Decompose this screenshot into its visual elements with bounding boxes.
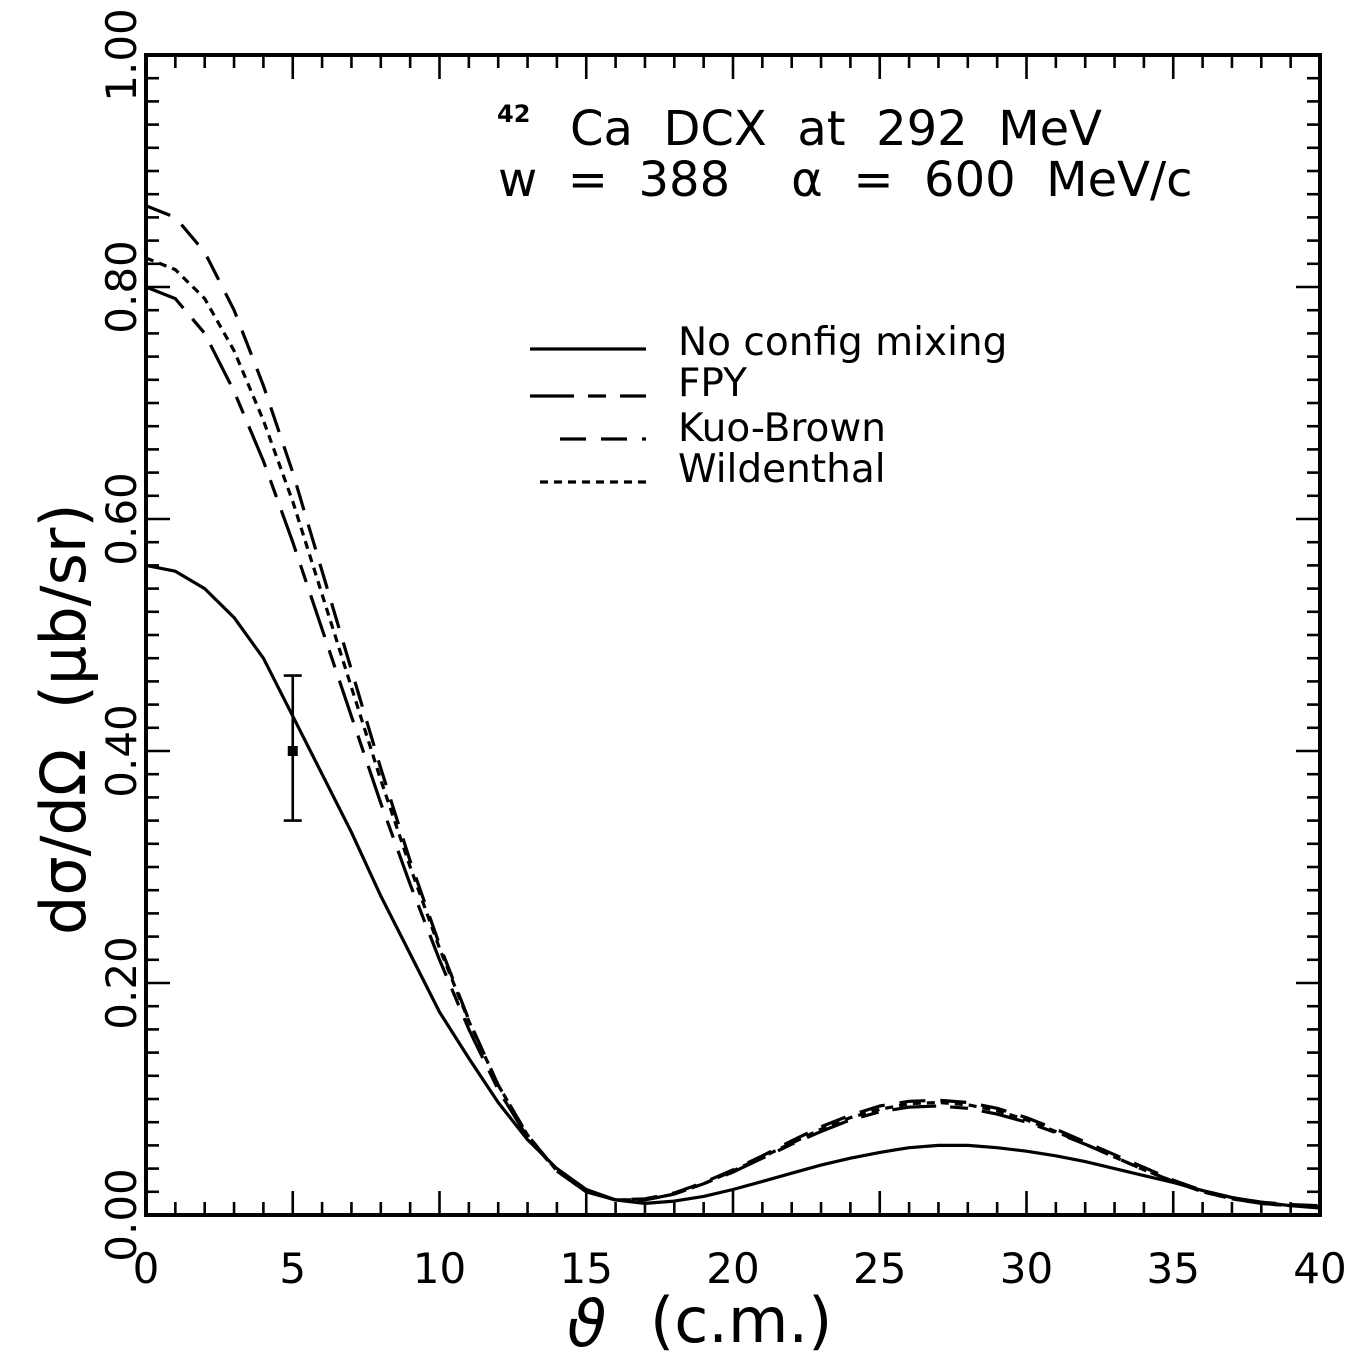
y-tick-label: 0.40 (97, 704, 146, 798)
x-tick-label: 5 (279, 1244, 306, 1293)
legend-label-no-config-mixing: No config mixing (678, 320, 1007, 365)
x-tick-label: 40 (1293, 1244, 1346, 1293)
y-tick-label: 0.60 (97, 472, 146, 566)
title-line-1: Ca DCX at 292 MeV (570, 101, 1102, 157)
title-superscript: 42 (497, 100, 530, 128)
y-tick-label: 0.80 (97, 240, 146, 334)
x-tick-label: 10 (413, 1244, 466, 1293)
series-line-wildenthal (145, 256, 1321, 1209)
tick-labels: 0 5 10 15 20 25 30 35 40 0.00 0.20 0.40 0.60 0.80 1.00 (97, 8, 1347, 1293)
y-tick-label: 1.00 (97, 8, 146, 102)
x-tick-label: 15 (560, 1244, 613, 1293)
x-tick-label: 0 (133, 1244, 160, 1293)
x-tick-label: 35 (1147, 1244, 1200, 1293)
legend-label-fpy: FPY (678, 361, 747, 406)
axis-ticks (144, 53, 1322, 1217)
x-axis-symbol: ϑ (567, 1288, 607, 1358)
plot-frame (144, 53, 1322, 1217)
title-line-2: w = 388 α = 600 MeV/c (498, 152, 1193, 208)
x-axis-label: ϑ (c.m.) (567, 1284, 832, 1358)
y-axis-label: dσ/dΩ (μb/sr) (27, 503, 100, 935)
x-tick-label: 30 (1000, 1244, 1053, 1293)
x-tick-label: 25 (853, 1244, 906, 1293)
data-point (287, 746, 298, 756)
y-tick-label: 0.00 (97, 1168, 146, 1262)
curves (145, 204, 1321, 1210)
legend-label-kuo-brown: Kuo-Brown (678, 406, 886, 451)
legend-label-wildenthal: Wildenthal (678, 447, 886, 492)
x-tick-label: 20 (706, 1244, 759, 1293)
chart-title: 42 Ca DCX at 292 MeV w = 388 α = 600 MeV… (497, 100, 1193, 208)
y-tick-label: 0.20 (97, 936, 146, 1030)
series-line-no-config-mixing (145, 563, 1321, 1210)
x-axis-unit: (c.m.) (650, 1284, 832, 1357)
data-points (283, 674, 302, 822)
legend: No config mixing FPY Kuo-Brown Wildentha… (530, 320, 1007, 492)
